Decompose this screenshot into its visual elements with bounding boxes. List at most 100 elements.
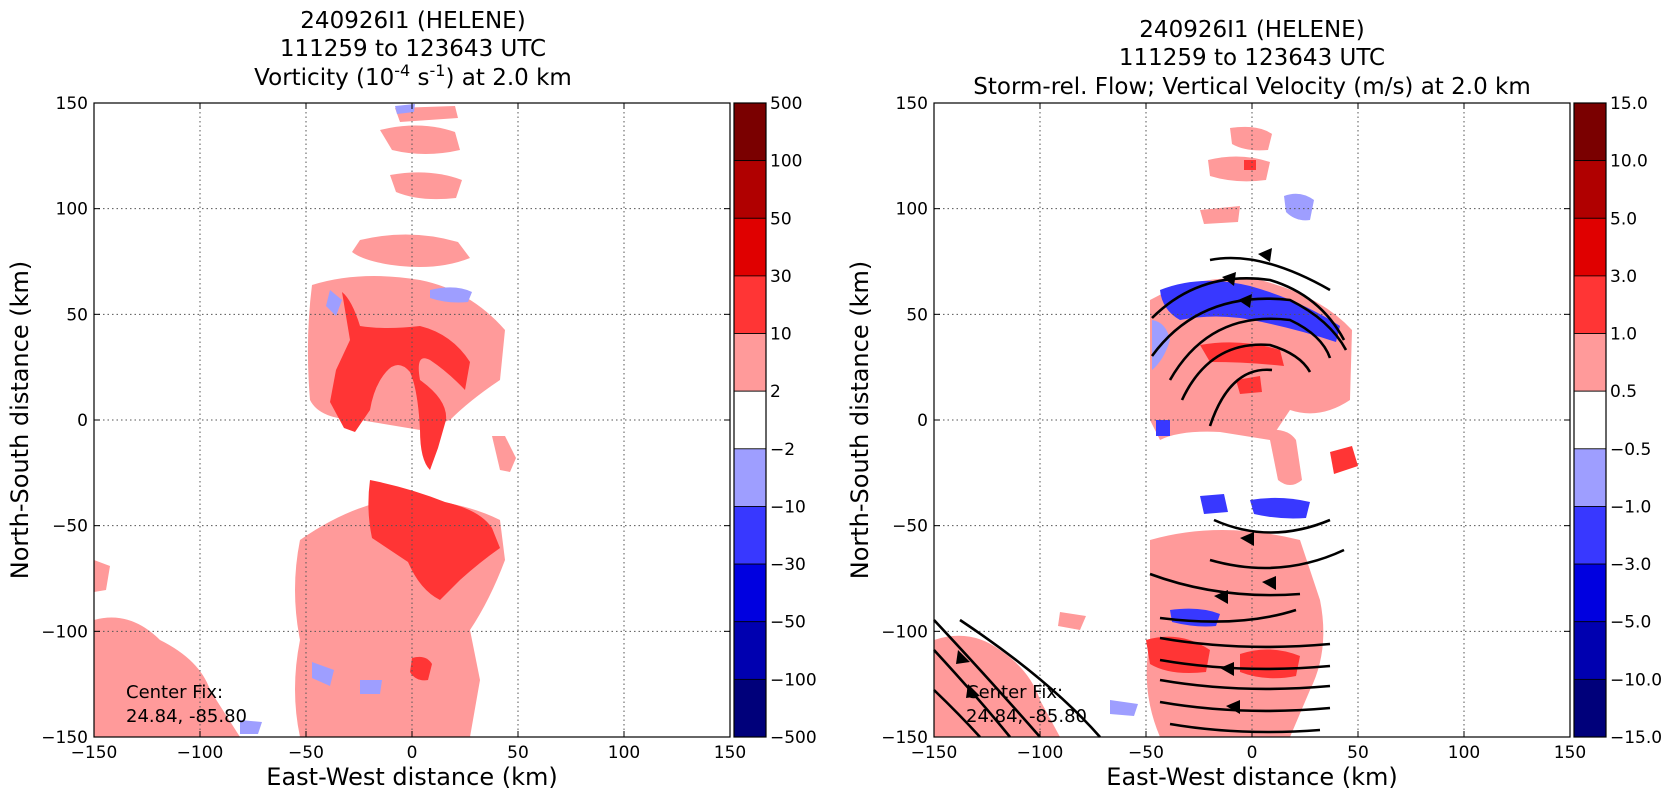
streamline xyxy=(933,689,981,738)
y-tick-label: 150 xyxy=(896,94,928,114)
panel1-center-fix-value: 24.84, -85.80 xyxy=(126,706,247,727)
streamline xyxy=(1208,368,1273,427)
streamline xyxy=(1159,636,1331,649)
colorbar-segment xyxy=(733,390,767,450)
colorbar-frame xyxy=(1573,102,1607,738)
w-neg-region xyxy=(1200,494,1228,514)
colorbar-segment xyxy=(1573,160,1607,219)
colorbar-tick-label: 500 xyxy=(770,94,802,114)
colorbar-tick-label: 3.0 xyxy=(1610,267,1637,287)
w-pos-region xyxy=(1244,160,1256,170)
colorbar-frame xyxy=(733,102,767,738)
vort-neg-region xyxy=(430,287,472,303)
y-tick-label: −150 xyxy=(41,728,88,748)
colorbar-tick-label: −5.0 xyxy=(1610,613,1651,633)
colorbar-tick-label: −10.0 xyxy=(1610,670,1662,690)
vort-neg-region xyxy=(312,662,334,686)
panel2-plot-area: Center Fix: 24.84, -85.80 xyxy=(933,102,1571,738)
vort-pos-region xyxy=(390,172,462,200)
w-neg-region xyxy=(1156,420,1170,436)
y-tick-label: 0 xyxy=(917,411,928,431)
w-pos-region xyxy=(1230,126,1272,151)
y-tick-label: 0 xyxy=(77,411,88,431)
colorbar-segment xyxy=(733,333,767,392)
colorbar-tick-label: 0.5 xyxy=(1610,382,1637,402)
colorbar-segment xyxy=(1573,333,1607,392)
streamline xyxy=(959,618,1101,738)
colorbar-tick-label: −3.0 xyxy=(1610,555,1651,575)
colorbar-segment xyxy=(733,506,767,565)
x-tick-label: −100 xyxy=(177,743,224,763)
vorticity-panel: 240926I1 (HELENE) 111259 to 123643 UTC V… xyxy=(6,8,817,791)
panel2-title-line2: 111259 to 123643 UTC xyxy=(1119,45,1385,71)
streamline xyxy=(933,619,1041,738)
panel1-center-fix-label: Center Fix: xyxy=(126,682,223,703)
panel1-x-axis-label: East-West distance (km) xyxy=(266,763,557,791)
colorbar-tick-label: −500 xyxy=(770,728,817,748)
streamline xyxy=(1209,548,1345,570)
x-tick-label: 0 xyxy=(1247,743,1258,763)
arrowhead xyxy=(1240,532,1254,546)
y-tick-label: −50 xyxy=(52,517,88,537)
y-tick-label: 50 xyxy=(906,305,928,325)
arrowhead xyxy=(966,684,980,698)
colorbar-tick-label: −30 xyxy=(770,555,806,575)
w-neg-region xyxy=(1160,280,1340,342)
vertical-velocity-panel: 240926I1 (HELENE) 111259 to 123643 UTC S… xyxy=(846,17,1662,791)
x-tick-label: −50 xyxy=(288,743,324,763)
streamline xyxy=(1169,722,1321,734)
streamline xyxy=(1159,700,1331,713)
w-neg-region xyxy=(1250,497,1310,519)
w-pos-region xyxy=(1200,206,1240,224)
vort-strong-pos-region xyxy=(410,656,432,681)
panel2-center-fix-label: Center Fix: xyxy=(966,682,1063,703)
vort-neg-region xyxy=(326,290,342,316)
vort-pos-region xyxy=(94,560,110,592)
x-tick-label: −150 xyxy=(71,743,118,763)
x-tick-label: −100 xyxy=(1017,743,1064,763)
streamline xyxy=(1159,658,1331,671)
colorbar-tick-label: 10.0 xyxy=(1610,152,1648,172)
vort-strong-pos-region xyxy=(368,480,500,600)
streamline xyxy=(1159,678,1331,691)
vort-strong-pos-region xyxy=(330,292,470,470)
panel1-title-line2: 111259 to 123643 UTC xyxy=(280,36,546,62)
arrowhead xyxy=(1222,272,1236,286)
y-tick-label: −100 xyxy=(881,622,928,642)
panel1-y-axis-label: North-South distance (km) xyxy=(6,261,34,580)
panel2-center-fix-value: 24.84, -85.80 xyxy=(966,706,1087,727)
colorbar-segment xyxy=(1573,102,1607,162)
x-tick-label: 150 xyxy=(714,743,746,763)
y-tick-label: 150 xyxy=(56,94,88,114)
streamline xyxy=(1168,317,1332,381)
colorbar-segment xyxy=(1573,448,1607,507)
arrowhead xyxy=(1214,590,1228,604)
panel2-x-axis-label: East-West distance (km) xyxy=(1106,763,1397,791)
colorbar-segment xyxy=(1573,621,1607,680)
vort-pos-region xyxy=(94,617,240,737)
vort-neg-region xyxy=(395,104,415,114)
streamline xyxy=(1149,572,1301,597)
streamline xyxy=(1209,256,1331,292)
y-tick-label: −50 xyxy=(892,517,928,537)
panel1-title-line1: 240926I1 (HELENE) xyxy=(300,8,525,34)
colorbar-segment xyxy=(733,275,767,334)
colorbar-tick-label: 10 xyxy=(770,325,792,345)
streamline xyxy=(1150,297,1348,357)
colorbar-segment xyxy=(733,217,767,277)
arrowhead xyxy=(1226,700,1240,714)
w-pos-region xyxy=(1240,649,1300,679)
colorbar-segment xyxy=(1573,678,1607,738)
vort-pos-region xyxy=(352,234,470,267)
colorbar-segment xyxy=(1573,390,1607,450)
x-tick-label: −150 xyxy=(911,743,958,763)
vort-pos-region xyxy=(380,125,460,154)
panel2-title-line1: 240926I1 (HELENE) xyxy=(1139,17,1364,43)
vorticity-field xyxy=(94,104,516,737)
x-tick-label: 150 xyxy=(1554,743,1586,763)
x-tick-label: 100 xyxy=(1448,743,1480,763)
w-neg-region xyxy=(1110,700,1138,716)
panel1-colorbar: 500 100 50 30 10 2 −2 −10 −30 −50 −100 −500 xyxy=(733,94,817,748)
colorbar-segment xyxy=(733,563,767,623)
